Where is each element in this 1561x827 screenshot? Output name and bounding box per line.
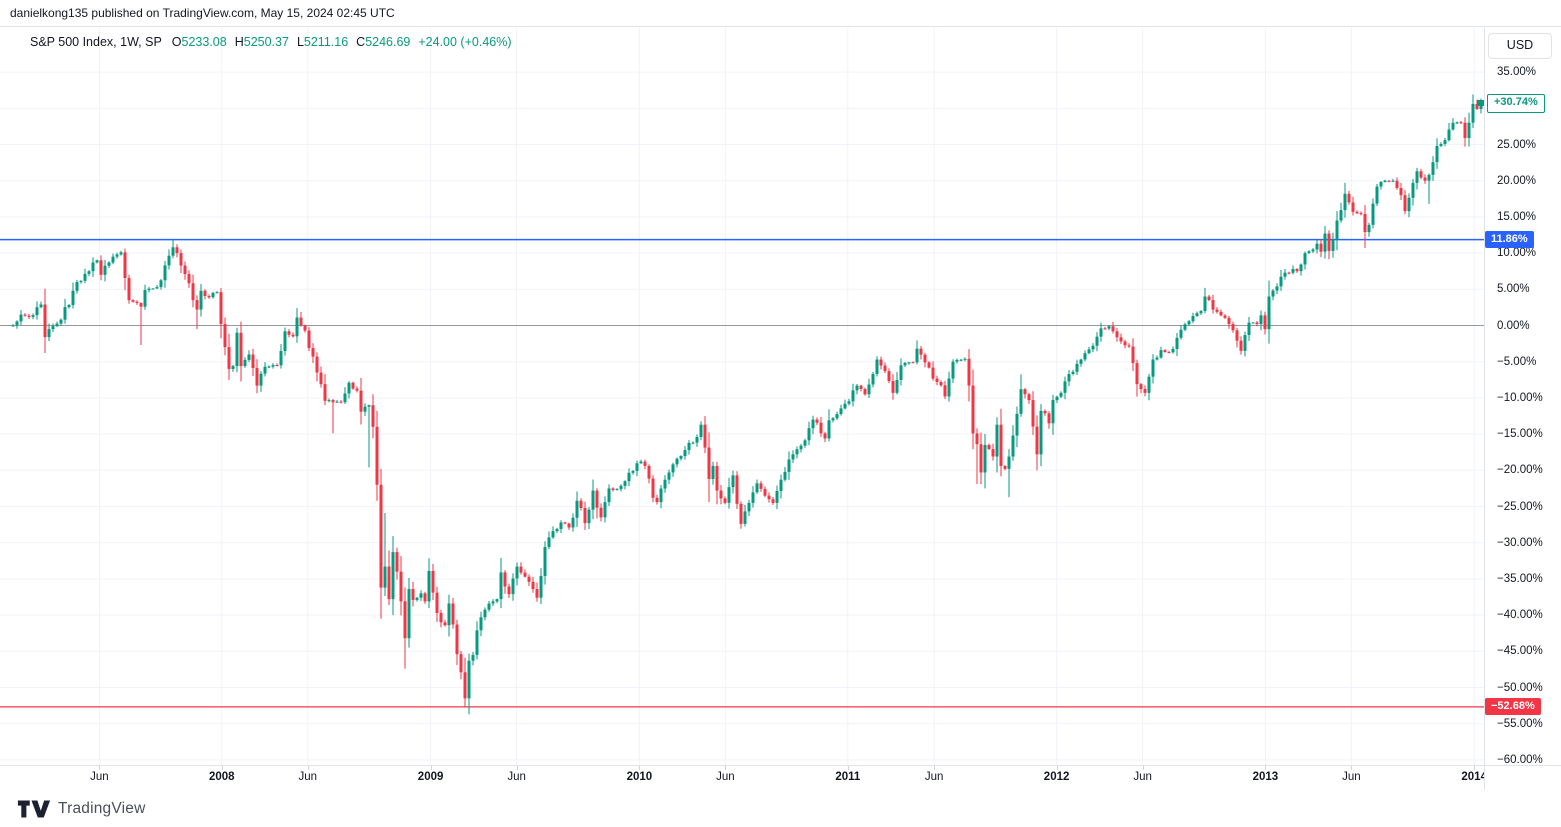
price-tick-label: −60.00% (1497, 753, 1543, 766)
time-tick-label: Jun (1133, 771, 1152, 783)
price-tick-label: −5.00% (1497, 355, 1537, 368)
price-tick-label: −20.00% (1497, 464, 1543, 477)
time-tick-label: Jun (716, 771, 735, 783)
time-tick-label: 2008 (209, 771, 235, 783)
time-tick-label: 2013 (1252, 771, 1279, 783)
legend-open: O5233.08 (171, 35, 227, 49)
price-tick-label: 25.00% (1497, 138, 1537, 151)
price-tick-label: −10.00% (1497, 391, 1543, 404)
low-line-label[interactable]: −52.68% (1485, 698, 1541, 716)
price-tick-label: 15.00% (1497, 210, 1537, 223)
time-tick-mark (847, 766, 849, 770)
price-tick-label: −55.00% (1497, 717, 1543, 730)
time-tick-label: 2012 (1043, 771, 1070, 783)
footer-bar: TradingView (0, 790, 1561, 827)
time-tick-label: 2010 (626, 771, 653, 783)
legend-high: H5250.37 (234, 35, 289, 49)
time-tick-mark (1474, 766, 1476, 770)
legend-close: C5246.69 (356, 35, 411, 49)
publish-info-text: danielkong135 published on TradingView.c… (10, 6, 395, 20)
time-tick-mark (307, 766, 309, 770)
axis-corner (1484, 765, 1561, 790)
legend-change: +24.00 (+0.46%) (418, 35, 512, 49)
gridlines (0, 28, 1484, 765)
time-tick-mark (725, 766, 727, 770)
price-tick-label: −30.00% (1497, 536, 1543, 549)
price-tick-label: −45.00% (1497, 645, 1543, 658)
last-price-tick (1477, 99, 1484, 106)
time-axis[interactable]: Jun 2008 Jun 2009 Jun 2010 Jun 2011 Jun 2012 Jun 20… (0, 765, 1484, 790)
time-tick-label: 2011 (835, 771, 861, 783)
time-tick-mark (1056, 766, 1058, 770)
price-tick-label: −40.00% (1497, 609, 1543, 622)
price-tick-label: −50.00% (1497, 681, 1543, 694)
currency-usd-button[interactable]: USD (1488, 33, 1552, 59)
time-tick-label: Jun (1342, 771, 1361, 783)
high-line-label[interactable]: 11.86% (1485, 231, 1534, 249)
time-tick-label: Jun (924, 771, 944, 783)
price-axis[interactable]: USD +30.74% 11.86% −52.68% 35.00%30.00%2… (1484, 28, 1561, 766)
time-tick-mark (221, 766, 223, 770)
tradingview-logo-text: TradingView (58, 800, 146, 817)
time-tick-mark (1351, 766, 1353, 770)
chart-pane[interactable]: S&P 500 Index, 1W, SP O5233.08 H5250.37 L52… (0, 28, 1484, 765)
time-tick-mark (1265, 766, 1267, 770)
publish-info: danielkong135 published on TradingView.c… (0, 0, 1561, 27)
time-tick-label: Jun (298, 771, 318, 783)
symbol-legend[interactable]: S&P 500 Index, 1W, SP O5233.08 H5250.37 L52… (30, 35, 512, 49)
time-tick-mark (1142, 766, 1144, 770)
price-tick-label: −15.00% (1497, 428, 1543, 441)
time-tick-mark (430, 766, 432, 770)
time-tick-mark (516, 766, 518, 770)
legend-symbol: S&P 500 Index, 1W, SP (30, 35, 162, 49)
candlestick-series (11, 94, 1483, 715)
price-tick-label: −25.00% (1497, 500, 1543, 513)
time-tick-label: Jun (507, 771, 526, 783)
chart-canvas[interactable] (0, 28, 1484, 765)
time-tick-label: 2014 (1461, 771, 1484, 783)
time-tick-mark (934, 766, 936, 770)
price-tick-label: −35.00% (1497, 572, 1543, 585)
price-tick-label: 20.00% (1497, 174, 1537, 187)
last-price-label: +30.74% (1487, 94, 1545, 114)
time-tick-label: 2009 (417, 771, 444, 783)
price-tick-label: 10.00% (1497, 247, 1537, 260)
tradingview-logo[interactable]: TradingView (17, 798, 146, 820)
time-tick-label: Jun (90, 771, 109, 783)
price-tick-label: 35.00% (1497, 66, 1537, 79)
level-lines[interactable] (0, 238, 1484, 708)
tradingview-logo-icon (17, 800, 51, 818)
time-tick-mark (639, 766, 641, 770)
price-tick-label: 5.00% (1497, 283, 1530, 296)
price-tick-label: 0.00% (1497, 319, 1530, 332)
legend-low: L5211.16 (296, 35, 349, 49)
time-tick-mark (99, 766, 101, 770)
